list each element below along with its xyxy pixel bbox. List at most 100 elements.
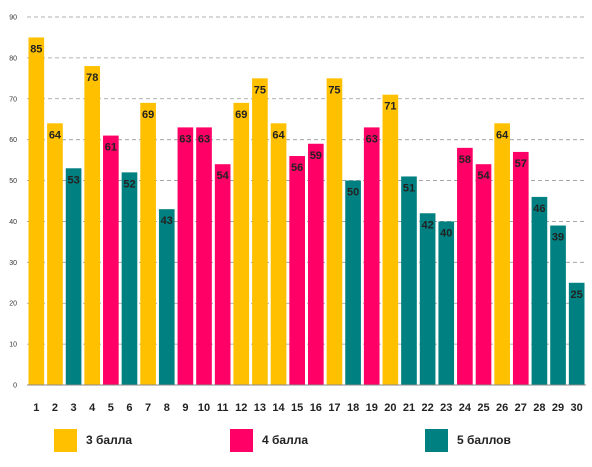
legend-item-4: 4 балла xyxy=(230,428,308,452)
bar xyxy=(382,94,399,385)
legend-swatch-3 xyxy=(54,428,77,452)
data-label: 85 xyxy=(30,43,42,55)
x-tick-label: 18 xyxy=(347,402,359,414)
legend-label-3: 3 балла xyxy=(86,433,133,447)
bar xyxy=(401,176,417,385)
x-tick-label: 10 xyxy=(198,402,210,414)
x-tick-label: 4 xyxy=(89,402,96,414)
data-label: 42 xyxy=(421,219,433,231)
y-tick-label: 50 xyxy=(9,178,17,185)
x-tick-label: 23 xyxy=(440,402,452,414)
bar xyxy=(140,102,156,385)
data-label: 58 xyxy=(459,154,471,166)
data-label: 63 xyxy=(179,133,191,145)
y-tick-label: 70 xyxy=(9,96,17,103)
x-tick-label: 8 xyxy=(164,402,170,414)
x-tick-label: 2 xyxy=(52,402,58,414)
bar xyxy=(103,135,119,385)
bar xyxy=(345,180,361,385)
data-label: 78 xyxy=(86,72,98,84)
x-tick-label: 25 xyxy=(477,402,489,414)
x-tick-label: 7 xyxy=(145,402,151,414)
x-tick-label: 6 xyxy=(126,402,132,414)
data-label: 75 xyxy=(254,84,266,96)
x-tick-label: 11 xyxy=(217,402,229,414)
bar xyxy=(158,209,175,385)
data-label: 59 xyxy=(310,150,322,162)
data-label: 75 xyxy=(328,84,340,96)
bar xyxy=(28,37,45,385)
data-label: 64 xyxy=(49,129,62,141)
data-label: 61 xyxy=(105,142,117,154)
x-tick-label: 3 xyxy=(71,402,77,414)
x-tick-label: 30 xyxy=(571,402,583,414)
bar xyxy=(270,123,287,386)
bar xyxy=(363,127,380,386)
x-tick-label: 9 xyxy=(182,402,188,414)
bar xyxy=(438,221,455,385)
bar xyxy=(475,164,492,385)
data-label: 63 xyxy=(366,133,378,145)
x-tick-label: 24 xyxy=(459,402,472,414)
data-label: 69 xyxy=(142,109,154,121)
bar xyxy=(457,147,473,385)
bar xyxy=(233,102,250,385)
y-tick-label: 10 xyxy=(9,342,17,349)
data-label: 53 xyxy=(67,174,79,186)
x-tick-label: 22 xyxy=(421,402,433,414)
data-label: 57 xyxy=(515,158,527,170)
data-label: 50 xyxy=(347,187,359,199)
bar xyxy=(531,196,548,385)
bar xyxy=(512,151,529,385)
data-label: 56 xyxy=(291,162,303,174)
x-axis-ticks: 1 2 3 4 5 6 7 8 9 10 11 12 13 14 15 16 17 18 19 20 21 22 23 24 2… xyxy=(33,402,583,414)
y-axis-ticks: 0 10 20 30 40 50 60 70 80 90 xyxy=(9,15,17,390)
data-label: 63 xyxy=(198,133,210,145)
bars xyxy=(28,37,585,386)
data-label: 52 xyxy=(123,178,135,190)
y-tick-label: 20 xyxy=(9,301,17,308)
legend-label-4: 4 балла xyxy=(262,433,309,447)
x-tick-label: 26 xyxy=(496,402,508,414)
y-tick-label: 30 xyxy=(9,260,17,267)
x-tick-label: 21 xyxy=(403,402,415,414)
legend-label-5: 5 баллов xyxy=(457,433,511,447)
gridlines xyxy=(27,16,586,345)
y-tick-label: 90 xyxy=(9,15,17,22)
data-label: 54 xyxy=(217,170,230,182)
y-tick-label: 40 xyxy=(9,219,17,226)
x-tick-label: 12 xyxy=(235,402,247,414)
y-tick-label: 60 xyxy=(9,137,17,144)
data-label: 40 xyxy=(440,227,452,239)
bar xyxy=(47,123,63,386)
bar xyxy=(121,172,138,385)
bar xyxy=(307,143,324,385)
data-label: 54 xyxy=(477,170,490,182)
data-label: 39 xyxy=(552,232,564,244)
x-tick-label: 15 xyxy=(291,402,303,414)
y-tick-label: 80 xyxy=(9,55,17,62)
x-tick-label: 16 xyxy=(310,402,322,414)
bar xyxy=(196,127,212,386)
data-label: 64 xyxy=(496,129,509,141)
legend-item-3: 3 балла xyxy=(54,428,132,452)
x-tick-label: 5 xyxy=(108,402,114,414)
data-label: 46 xyxy=(533,203,545,215)
legend-swatch-4 xyxy=(230,428,253,452)
bar xyxy=(550,225,566,385)
x-tick-label: 13 xyxy=(254,402,266,414)
x-tick-label: 19 xyxy=(366,402,378,414)
data-label: 64 xyxy=(272,129,285,141)
x-tick-label: 17 xyxy=(328,402,340,414)
bar xyxy=(65,168,82,385)
data-label: 51 xyxy=(403,182,415,194)
bar xyxy=(494,123,510,386)
bar xyxy=(252,78,268,385)
bar xyxy=(568,282,585,385)
x-tick-label: 29 xyxy=(552,402,564,414)
bar xyxy=(84,66,101,386)
x-tick-label: 27 xyxy=(515,402,527,414)
x-tick-label: 14 xyxy=(272,402,285,414)
data-labels: 85 64 53 78 61 52 69 43 63 63 54 69 75 64 56 59 75 50 63 71… xyxy=(30,43,583,300)
legend-item-5: 5 баллов xyxy=(425,428,511,452)
